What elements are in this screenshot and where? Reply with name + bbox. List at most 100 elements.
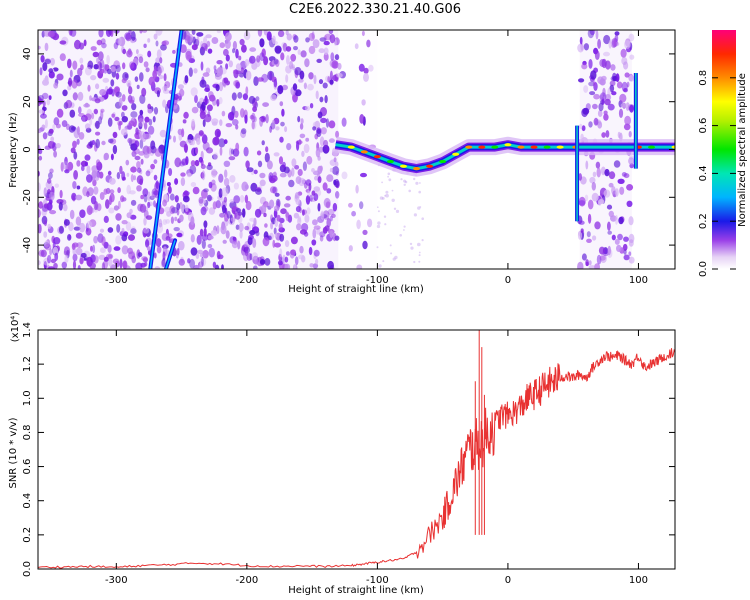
noise-blob (351, 210, 356, 217)
noise-blob (124, 125, 130, 130)
noise-blob (155, 40, 159, 47)
noise-blob (80, 252, 87, 258)
noise-blob (619, 93, 627, 103)
noise-blob (311, 239, 317, 246)
noise-blob (38, 260, 41, 266)
noise-blob (211, 179, 216, 186)
noise-blob (78, 106, 82, 114)
noise-blob (578, 173, 582, 181)
noise-blob (76, 185, 81, 190)
noise-blob (618, 108, 624, 119)
signal-hotspot (504, 143, 512, 147)
noise-blob (329, 230, 334, 238)
x-tick-label: -200 (236, 275, 259, 286)
noise-blob (306, 207, 311, 215)
noise-blob (142, 188, 149, 197)
noise-blob (44, 220, 47, 227)
noise-blob (112, 258, 120, 265)
noise-blob (148, 76, 155, 86)
noise-blob (109, 177, 116, 185)
signal-hotspot (373, 155, 381, 159)
noise-blob (95, 131, 101, 136)
signal-hotspot (530, 145, 538, 149)
noise-blob (245, 86, 249, 95)
noise-blob (282, 42, 288, 52)
noise-blob (107, 227, 114, 233)
noise-blob (601, 132, 606, 138)
noise-blob (101, 262, 105, 269)
noise-blob (613, 38, 617, 47)
noise-blob (184, 145, 188, 154)
noise-blob (609, 80, 616, 87)
noise-blob (162, 199, 168, 207)
noise-blob (136, 175, 144, 185)
noise-blob (201, 257, 204, 267)
noise-blob (356, 219, 361, 230)
noise-blob (145, 239, 150, 248)
noise-blob (48, 128, 54, 134)
noise-blob (155, 238, 162, 247)
spectrogram-y-axis-title: Frequency (Hz) (8, 112, 19, 188)
noise-blob (300, 118, 304, 125)
noise-blob (611, 234, 616, 241)
noise-blob (611, 186, 616, 195)
noise-blob (155, 57, 161, 64)
noise-blob (251, 112, 256, 123)
noise-blob (303, 231, 309, 237)
noise-blob (83, 103, 91, 108)
noise-blob (303, 82, 307, 90)
noise-blob (40, 55, 45, 63)
noise-region (38, 30, 340, 269)
noise-blob (618, 216, 624, 225)
noise-blob (305, 37, 310, 43)
noise-blob (261, 73, 269, 83)
noise-blob (265, 114, 269, 124)
colorbar-tick-label: 0.4 (698, 165, 709, 181)
noise-blob (150, 163, 156, 170)
noise-blob (114, 87, 120, 97)
noise-blob (323, 40, 330, 46)
noise-blob (228, 156, 236, 161)
noise-blob (134, 76, 139, 82)
noise-blob (225, 230, 230, 239)
noise-blob (206, 40, 211, 48)
y-tick-label: -20 (22, 189, 33, 205)
noise-blob (273, 152, 280, 157)
noise-blob (299, 207, 302, 214)
noise-blob (184, 35, 191, 44)
noise-blob (152, 116, 156, 123)
noise-blob (271, 119, 276, 130)
noise-blob (126, 184, 131, 195)
noise-blob (604, 98, 611, 106)
noise-blob (628, 216, 634, 226)
noise-blob (201, 101, 206, 112)
noise-blob (198, 199, 204, 207)
noise-blob (50, 57, 55, 66)
noise-blob (271, 59, 277, 66)
noise-blob (176, 202, 181, 211)
noise-blob (259, 259, 266, 265)
noise-blob (257, 160, 263, 168)
noise-blob (207, 235, 214, 240)
noise-blob (112, 131, 118, 139)
noise-blob (614, 214, 619, 225)
noise-blob (68, 234, 72, 240)
noise-blob (279, 172, 287, 178)
noise-blob (190, 87, 198, 97)
noise-dot (387, 175, 389, 178)
spectrogram-heatmap (38, 30, 675, 269)
noise-blob (155, 30, 163, 36)
noise-blob (202, 141, 210, 151)
noise-blob (223, 77, 229, 84)
noise-blob (218, 81, 224, 92)
noise-blob (65, 123, 70, 130)
noise-blob (103, 256, 109, 262)
noise-blob (153, 252, 157, 259)
signal-hotspot (347, 145, 355, 149)
noise-blob (203, 220, 208, 229)
noise-blob (253, 116, 257, 123)
noise-blob (46, 98, 51, 106)
noise-blob (72, 92, 78, 101)
noise-blob (341, 117, 347, 127)
